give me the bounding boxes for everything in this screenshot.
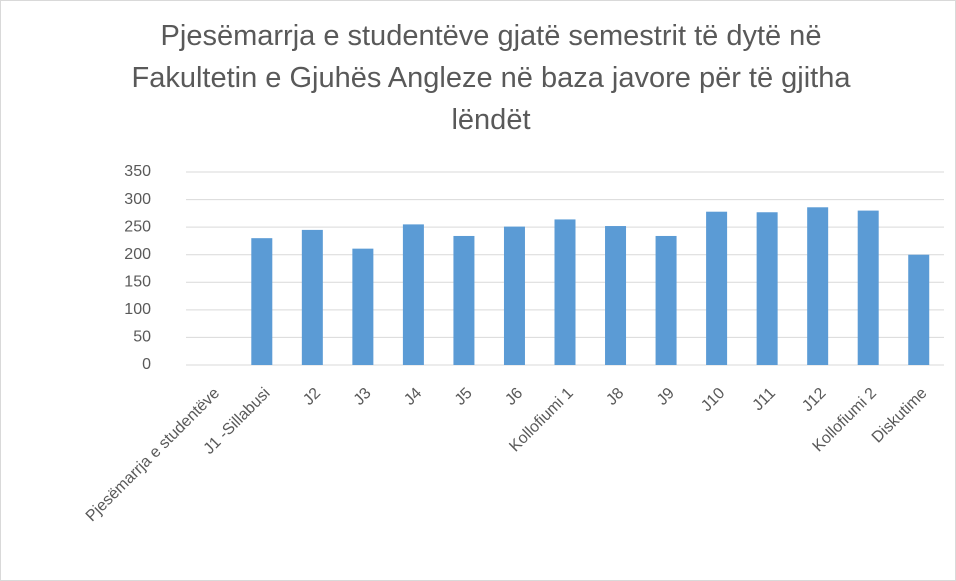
y-tick-label: 250 (124, 218, 151, 235)
bar (857, 210, 879, 365)
x-tick-label: J11 (750, 385, 780, 415)
bar (756, 212, 778, 365)
y-tick-label: 350 (124, 163, 151, 180)
bar (554, 219, 576, 365)
y-tick-label: 150 (124, 274, 151, 291)
x-tick-label: Pjesëmarrja e studentëve (83, 385, 223, 525)
x-tick-label: J4 (401, 385, 425, 409)
x-tick-label: J8 (603, 385, 627, 409)
bar (453, 235, 475, 365)
x-tick-label: J2 (300, 385, 324, 409)
x-tick-label: J5 (452, 385, 476, 409)
x-tick-label: Diskutime (869, 385, 931, 447)
bar (605, 226, 627, 365)
x-tick-label: J12 (799, 385, 829, 415)
bar (503, 226, 525, 365)
y-tick-label: 100 (124, 301, 151, 318)
bar (908, 254, 930, 365)
bar (301, 229, 323, 365)
bar (352, 248, 374, 365)
bar (706, 211, 728, 365)
x-tick-label: J6 (502, 385, 526, 409)
y-tick-label: 200 (124, 246, 151, 263)
chart-title: Pjesëmarrja e studentëve gjatë semestrit… (131, 20, 851, 136)
y-tick-label: 300 (124, 191, 151, 208)
bar (402, 224, 424, 365)
x-tick-label: J10 (698, 385, 728, 415)
bar (251, 238, 273, 365)
y-tick-label: 0 (142, 356, 151, 373)
x-tick-label: J3 (351, 385, 375, 409)
bar (655, 235, 677, 365)
y-tick-label: 50 (133, 329, 151, 346)
x-tick-label: J9 (654, 385, 678, 409)
bar (807, 207, 829, 365)
